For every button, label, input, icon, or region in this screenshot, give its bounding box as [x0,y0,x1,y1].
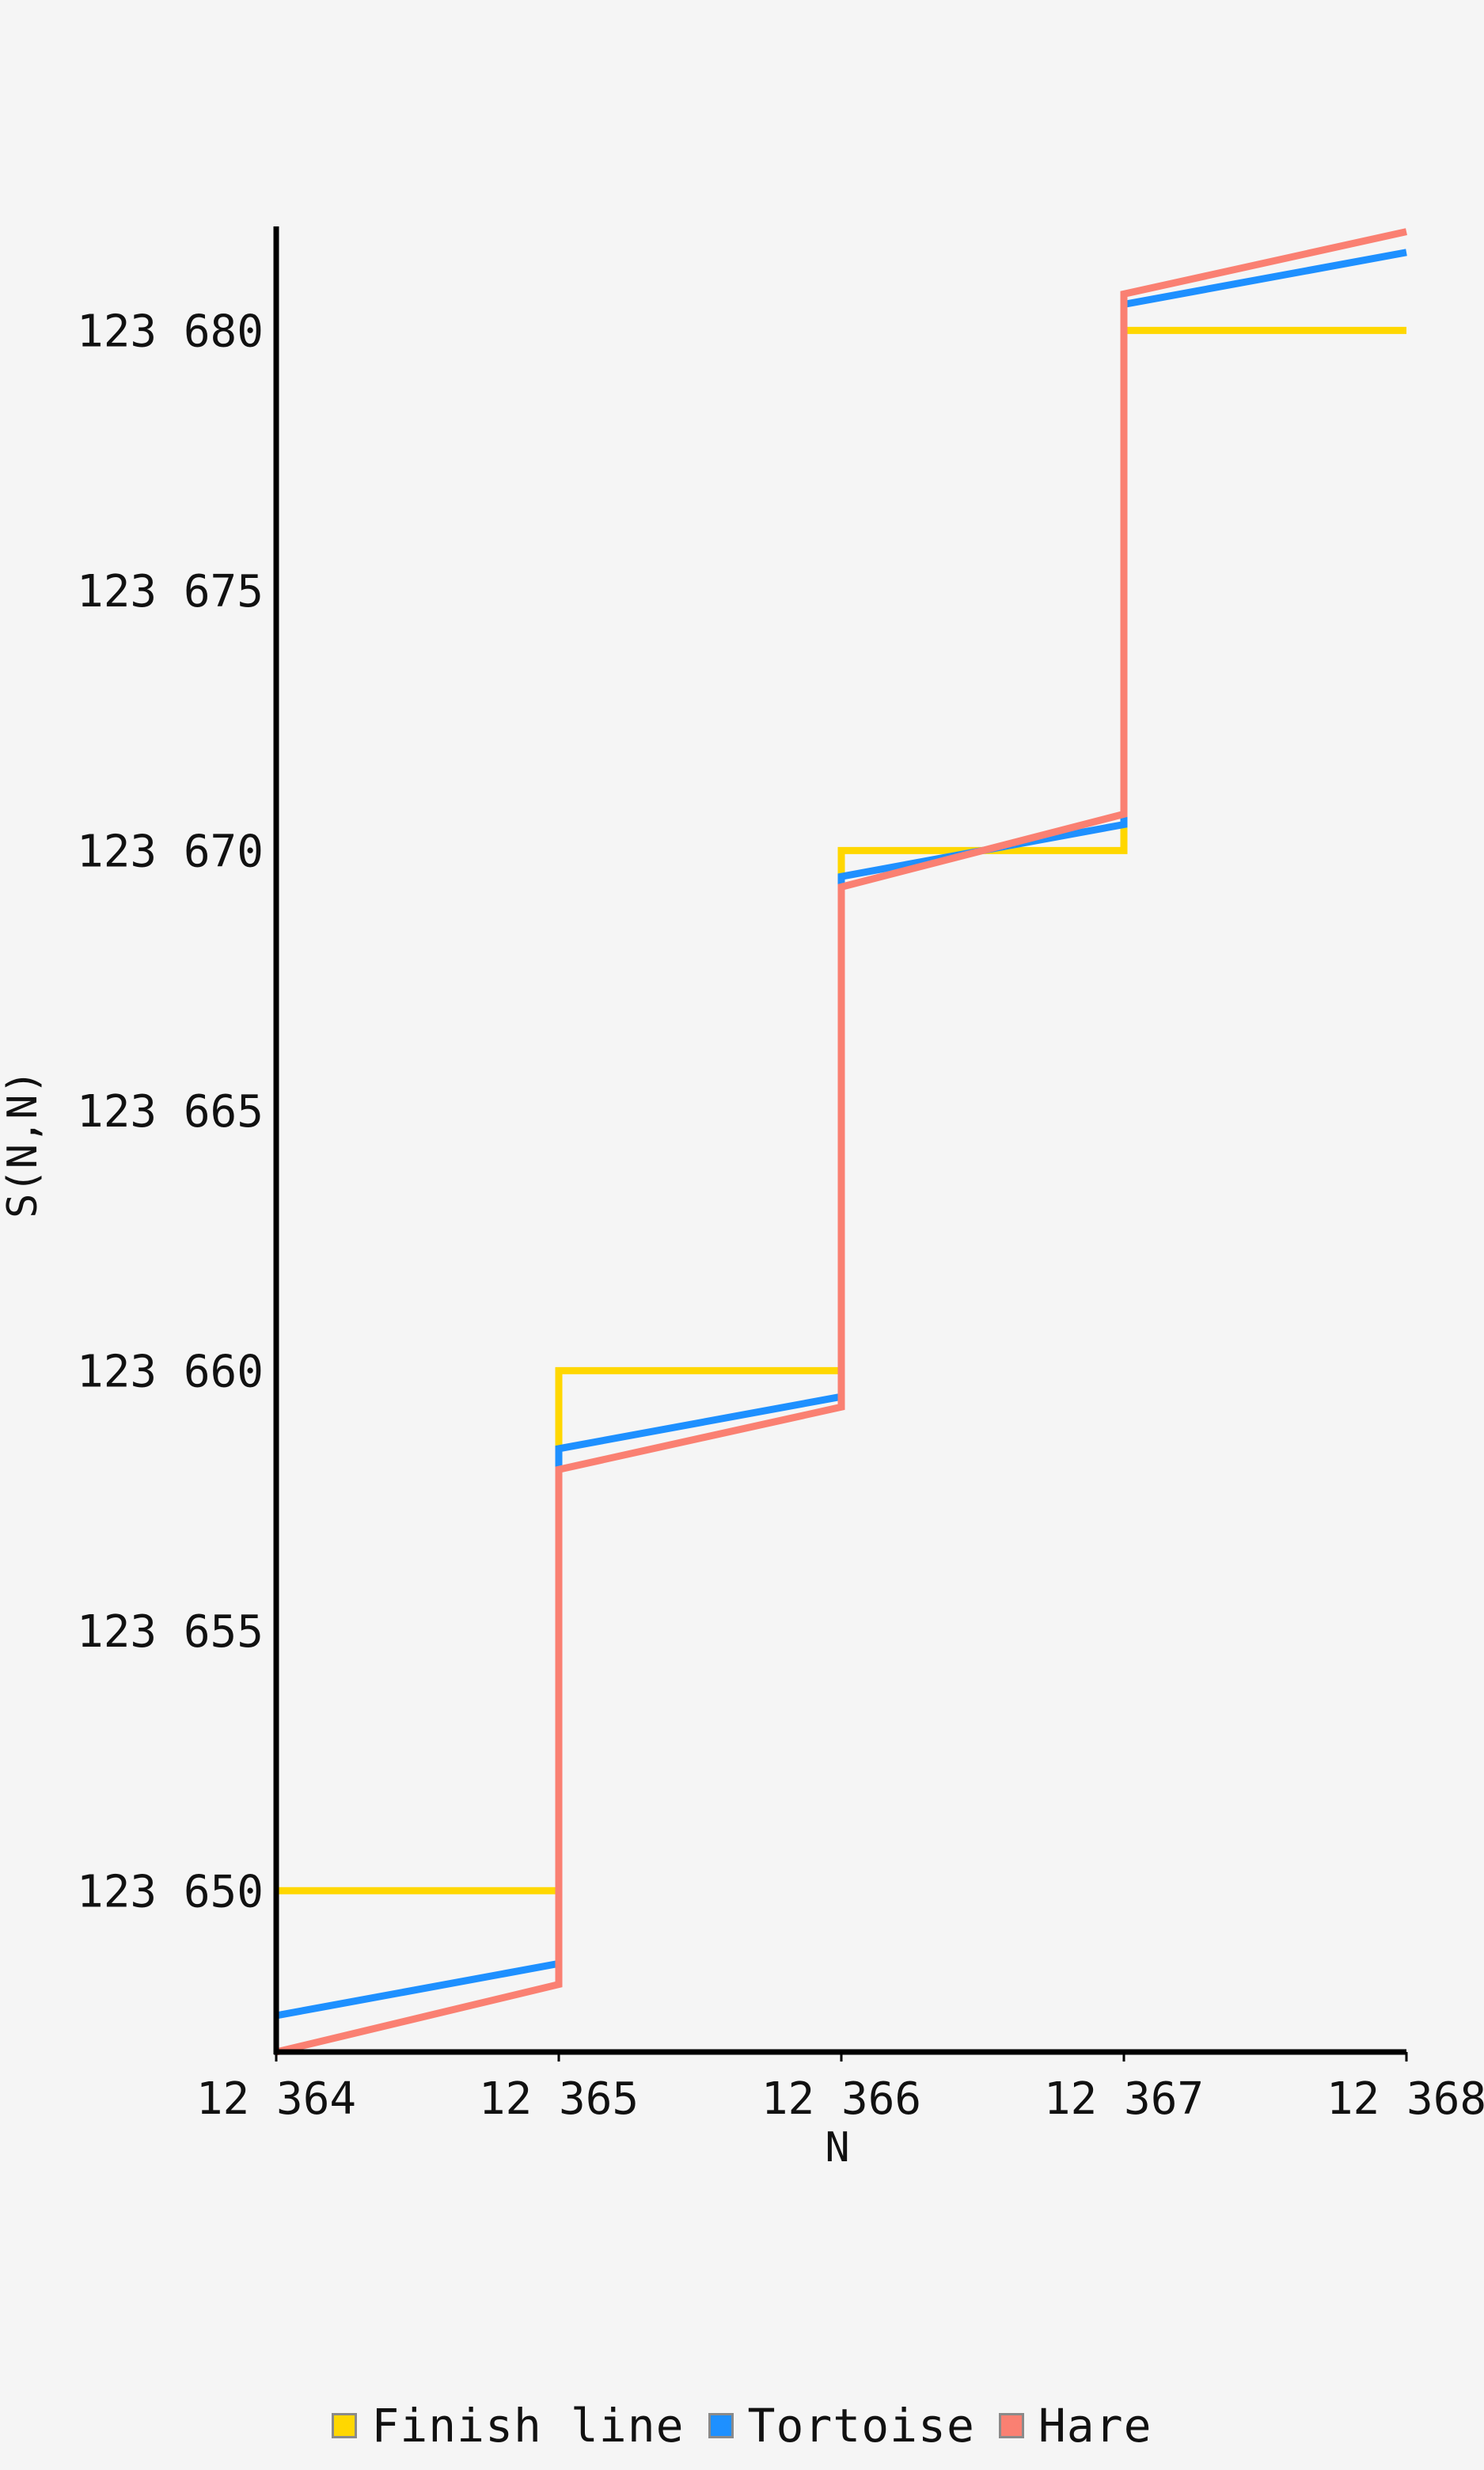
x-tick-label: 12 367 [1044,2073,1204,2125]
y-tick-label: 123 655 [77,1606,264,1658]
legend-swatch-hare [998,2413,1024,2438]
series-line-hare [275,228,1407,2056]
y-tick-label: 123 670 [77,826,264,877]
y-tick-label: 123 680 [77,306,264,357]
x-tick-label: 12 365 [479,2073,639,2125]
x-axis-title: N [825,2124,849,2172]
tick-layer: 12 364 12 365 12 366 12 367 12 368 123 650 123… [77,306,1484,2125]
legend-label-finish-line: Finish line [371,2399,685,2453]
legend-label-tortoise: Tortoise [747,2399,975,2453]
y-tick-label: 123 665 [77,1086,264,1138]
series-layer [275,228,1407,2056]
legend: Finish line Tortoise Hare [0,2399,1484,2453]
legend-item-finish-line[interactable]: Finish line [332,2399,684,2453]
legend-swatch-finish-line [332,2413,358,2438]
x-tick-label: 12 366 [761,2073,921,2125]
x-tick-label: 12 364 [196,2073,356,2125]
y-tick-label: 123 650 [77,1866,264,1917]
x-tick-label: 12 368 [1326,2073,1484,2125]
y-tick-label: 123 660 [77,1346,264,1397]
legend-item-tortoise[interactable]: Tortoise [708,2399,975,2453]
y-tick-label: 123 675 [77,566,264,618]
y-axis-title: S(N,N) [0,1070,47,1218]
legend-item-hare[interactable]: Hare [998,2399,1152,2453]
legend-label-hare: Hare [1038,2399,1152,2453]
legend-swatch-tortoise [708,2413,734,2438]
